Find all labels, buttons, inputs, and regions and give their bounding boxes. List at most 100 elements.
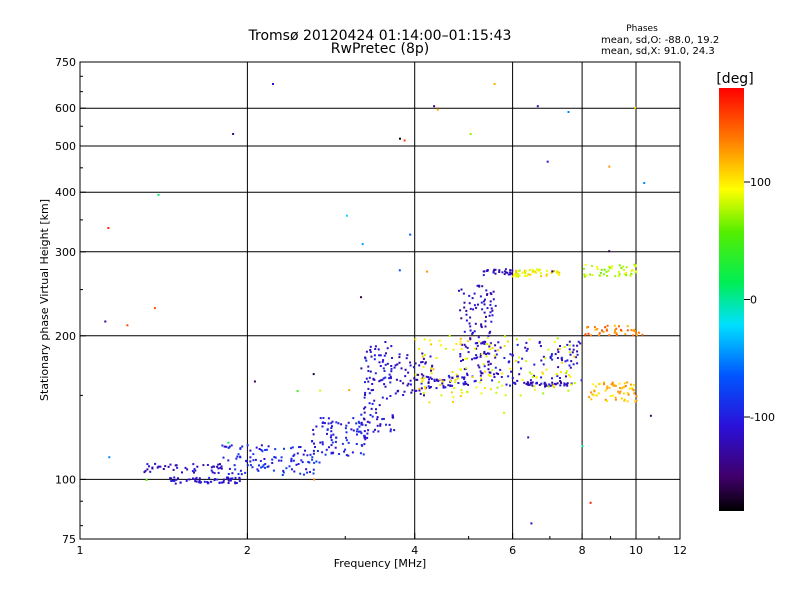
- data-point: [198, 480, 201, 483]
- data-point: [292, 455, 295, 457]
- data-point: [312, 428, 315, 431]
- data-point: [368, 376, 371, 379]
- data-point: [491, 379, 494, 382]
- data-point: [372, 378, 375, 381]
- data-point: [282, 471, 285, 474]
- data-point: [246, 464, 249, 467]
- data-point: [595, 394, 598, 397]
- data-point: [488, 352, 491, 355]
- data-point: [516, 343, 519, 346]
- data-point: [210, 466, 213, 469]
- data-point: [454, 378, 457, 381]
- data-point: [526, 347, 529, 350]
- data-point: [220, 465, 223, 468]
- data-point: [625, 274, 628, 277]
- data-point: [186, 468, 189, 471]
- data-point: [452, 348, 455, 351]
- data-point: [424, 387, 427, 390]
- data-point: [372, 430, 375, 433]
- data-point: [157, 193, 160, 196]
- data-point: [256, 468, 259, 471]
- data-point: [566, 359, 569, 362]
- data-point: [535, 381, 538, 384]
- data-point: [441, 380, 444, 383]
- data-point: [245, 460, 248, 463]
- data-point: [591, 393, 594, 396]
- data-point: [473, 304, 476, 307]
- data-point: [493, 373, 495, 376]
- data-point: [627, 393, 630, 396]
- data-point: [313, 478, 316, 481]
- data-point: [583, 273, 586, 276]
- data-point: [422, 392, 425, 394]
- data-point: [547, 385, 550, 388]
- data-point: [394, 392, 397, 395]
- data-point: [629, 387, 631, 390]
- data-point: [324, 453, 327, 456]
- data-point: [405, 357, 408, 360]
- data-point: [442, 384, 445, 387]
- data-point: [391, 414, 394, 417]
- data-point: [488, 345, 491, 348]
- data-point: [451, 384, 454, 387]
- data-point: [433, 380, 436, 382]
- data-point: [634, 400, 637, 403]
- data-point: [313, 461, 316, 464]
- data-point: [394, 364, 397, 367]
- data-point: [327, 417, 330, 420]
- data-point: [566, 382, 569, 385]
- data-point: [389, 375, 392, 378]
- data-point: [505, 383, 508, 386]
- data-point: [568, 351, 571, 354]
- data-point: [195, 476, 198, 479]
- data-point: [511, 354, 514, 357]
- data-point: [618, 264, 621, 267]
- data-point: [272, 469, 275, 472]
- data-point: [632, 334, 634, 337]
- data-point: [464, 357, 467, 360]
- data-point: [379, 423, 382, 426]
- data-point: [314, 446, 316, 448]
- data-point: [490, 293, 493, 296]
- data-point: [524, 346, 527, 349]
- data-point: [468, 322, 471, 325]
- data-point: [235, 457, 238, 460]
- data-point: [402, 382, 405, 385]
- data-point: [560, 371, 562, 374]
- data-point: [424, 362, 427, 365]
- data-point: [515, 273, 518, 276]
- data-point: [466, 372, 468, 375]
- data-point: [575, 356, 577, 359]
- data-point: [357, 420, 360, 423]
- data-point: [497, 373, 500, 375]
- data-point: [399, 379, 402, 382]
- data-point: [303, 473, 305, 476]
- data-point: [340, 423, 343, 426]
- data-point: [610, 267, 613, 270]
- data-point: [486, 352, 489, 355]
- data-point: [473, 357, 476, 360]
- data-point: [285, 467, 288, 470]
- data-point: [428, 401, 431, 404]
- data-point: [370, 389, 373, 392]
- data-point: [429, 386, 432, 388]
- data-point: [540, 382, 543, 385]
- data-point: [398, 269, 401, 272]
- data-point: [557, 348, 559, 351]
- data-point: [425, 375, 428, 378]
- data-point: [427, 385, 430, 388]
- data-point: [430, 369, 432, 372]
- data-point: [312, 472, 315, 475]
- data-point: [507, 375, 510, 378]
- data-point: [420, 373, 423, 376]
- data-point: [395, 378, 398, 381]
- data-point: [420, 381, 423, 384]
- data-point: [545, 273, 548, 276]
- data-point: [531, 271, 534, 274]
- data-point: [154, 462, 157, 465]
- data-point: [483, 303, 486, 306]
- data-point: [629, 274, 632, 277]
- data-point: [551, 381, 554, 384]
- data-point: [175, 478, 178, 481]
- data-point: [608, 250, 611, 253]
